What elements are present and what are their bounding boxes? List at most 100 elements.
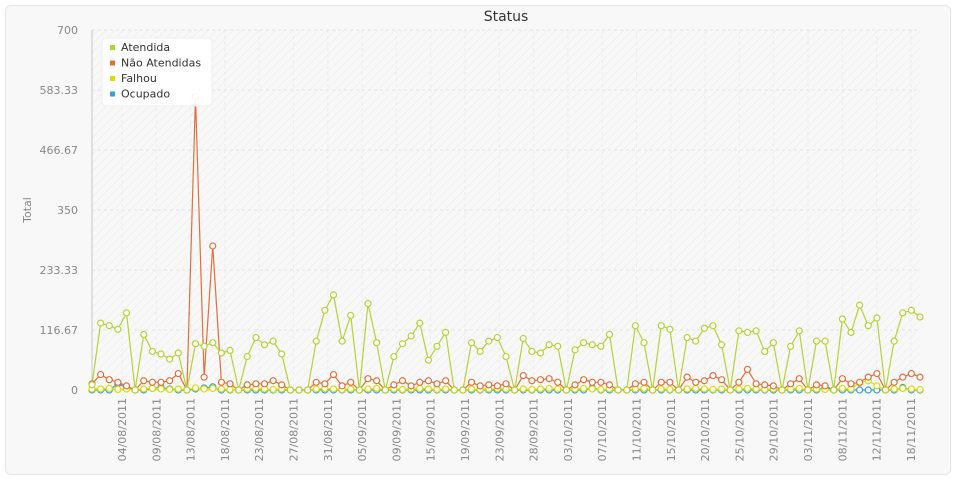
- data-point[interactable]: [347, 385, 355, 393]
- data-point[interactable]: [209, 339, 217, 347]
- data-point[interactable]: [536, 385, 545, 393]
- data-point[interactable]: [571, 381, 579, 389]
- data-point[interactable]: [140, 330, 148, 339]
- data-point[interactable]: [864, 373, 872, 381]
- data-point[interactable]: [916, 313, 924, 321]
- data-point[interactable]: [243, 381, 251, 389]
- data-point[interactable]: [649, 386, 657, 394]
- data-point[interactable]: [605, 381, 614, 389]
- data-point[interactable]: [269, 385, 277, 394]
- data-point[interactable]: [338, 382, 346, 390]
- data-point[interactable]: [105, 322, 113, 330]
- data-point[interactable]: [597, 378, 605, 386]
- data-point[interactable]: [907, 369, 915, 378]
- data-point[interactable]: [166, 377, 174, 385]
- data-point[interactable]: [536, 349, 545, 357]
- data-point[interactable]: [174, 369, 182, 378]
- data-point[interactable]: [450, 386, 458, 394]
- data-point[interactable]: [907, 385, 915, 393]
- data-point[interactable]: [97, 319, 105, 327]
- data-point[interactable]: [122, 309, 131, 317]
- data-point[interactable]: [657, 378, 665, 386]
- data-point[interactable]: [571, 346, 579, 354]
- data-point[interactable]: [588, 378, 596, 386]
- data-point[interactable]: [519, 372, 527, 380]
- data-point[interactable]: [329, 370, 338, 379]
- data-point[interactable]: [631, 380, 639, 388]
- data-point[interactable]: [830, 386, 838, 394]
- data-point[interactable]: [114, 378, 122, 386]
- data-point[interactable]: [166, 355, 174, 363]
- data-point[interactable]: [795, 384, 803, 393]
- data-point[interactable]: [364, 300, 372, 308]
- data-point[interactable]: [916, 385, 924, 394]
- data-point[interactable]: [597, 342, 605, 350]
- data-point[interactable]: [580, 384, 588, 393]
- data-point[interactable]: [554, 342, 562, 350]
- data-point[interactable]: [502, 380, 510, 388]
- data-point[interactable]: [735, 385, 743, 393]
- data-point[interactable]: [778, 386, 786, 394]
- data-point[interactable]: [856, 386, 864, 394]
- data-point[interactable]: [761, 347, 769, 356]
- data-point[interactable]: [726, 386, 734, 394]
- data-point[interactable]: [666, 378, 674, 386]
- data-point[interactable]: [597, 385, 605, 394]
- data-point[interactable]: [545, 375, 553, 383]
- data-point[interactable]: [200, 385, 208, 393]
- data-point[interactable]: [140, 385, 148, 393]
- data-point[interactable]: [769, 382, 777, 390]
- data-point[interactable]: [157, 378, 165, 386]
- data-point[interactable]: [390, 381, 398, 389]
- data-point[interactable]: [209, 384, 217, 393]
- data-point[interactable]: [243, 352, 251, 361]
- data-point[interactable]: [312, 385, 320, 393]
- data-point[interactable]: [700, 324, 708, 332]
- data-point[interactable]: [442, 328, 450, 336]
- data-point[interactable]: [640, 339, 648, 347]
- data-point[interactable]: [890, 378, 898, 386]
- data-point[interactable]: [605, 330, 614, 339]
- data-point[interactable]: [554, 378, 562, 386]
- data-point[interactable]: [916, 373, 924, 381]
- data-point[interactable]: [390, 352, 398, 361]
- data-point[interactable]: [735, 327, 743, 335]
- data-point[interactable]: [511, 386, 519, 394]
- data-point[interactable]: [743, 384, 752, 393]
- data-point[interactable]: [347, 311, 355, 320]
- data-point[interactable]: [355, 386, 363, 394]
- data-point[interactable]: [166, 385, 174, 394]
- data-point[interactable]: [847, 380, 855, 388]
- data-point[interactable]: [97, 370, 105, 379]
- data-point[interactable]: [838, 315, 846, 323]
- data-point[interactable]: [398, 340, 407, 348]
- data-point[interactable]: [709, 372, 717, 380]
- data-point[interactable]: [856, 301, 864, 309]
- data-point[interactable]: [528, 347, 536, 356]
- data-point[interactable]: [217, 385, 225, 393]
- data-point[interactable]: [416, 378, 424, 386]
- data-point[interactable]: [692, 384, 700, 393]
- data-point[interactable]: [519, 334, 527, 343]
- data-point[interactable]: [666, 385, 674, 394]
- data-point[interactable]: [528, 377, 536, 385]
- data-point[interactable]: [709, 322, 717, 330]
- data-point[interactable]: [364, 385, 372, 393]
- data-point[interactable]: [191, 340, 200, 348]
- data-point[interactable]: [554, 385, 562, 393]
- data-point[interactable]: [217, 378, 225, 386]
- data-point[interactable]: [416, 319, 424, 327]
- data-point[interactable]: [752, 380, 760, 388]
- data-point[interactable]: [114, 385, 122, 394]
- data-point[interactable]: [295, 386, 303, 394]
- data-point[interactable]: [252, 380, 260, 388]
- data-point[interactable]: [312, 337, 320, 345]
- data-point[interactable]: [795, 327, 803, 335]
- data-point[interactable]: [562, 386, 570, 394]
- data-point[interactable]: [890, 385, 898, 393]
- data-point[interactable]: [588, 341, 596, 349]
- data-point[interactable]: [433, 342, 441, 350]
- data-point[interactable]: [666, 325, 674, 333]
- data-point[interactable]: [347, 378, 355, 386]
- data-point[interactable]: [398, 385, 407, 394]
